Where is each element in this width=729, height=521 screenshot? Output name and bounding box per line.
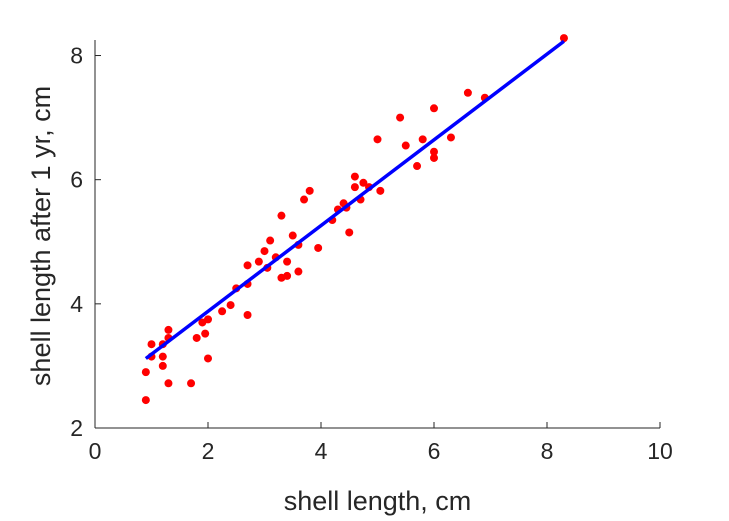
data-point <box>350 172 359 181</box>
data-point <box>158 361 167 370</box>
data-point <box>430 104 438 113</box>
y-tick-label: 2 <box>70 415 83 441</box>
data-point <box>283 257 292 266</box>
data-point <box>204 354 212 363</box>
data-point <box>314 243 323 252</box>
data-point <box>463 88 472 97</box>
data-point <box>201 329 210 338</box>
data-point <box>187 379 196 388</box>
data-point <box>396 113 405 122</box>
data-point <box>141 396 150 405</box>
y-tick-label: 4 <box>70 291 83 317</box>
data-point <box>141 368 150 377</box>
data-point <box>418 135 427 144</box>
data-point <box>446 133 455 142</box>
data-point <box>218 307 227 316</box>
data-point <box>305 186 314 195</box>
y-tick-label: 8 <box>70 43 83 69</box>
y-tick-label: 6 <box>70 167 83 193</box>
data-point <box>345 228 354 237</box>
data-point <box>430 147 438 156</box>
x-tick-label: 8 <box>541 438 554 464</box>
x-ticks: 0 2 4 6 8 10 <box>89 422 673 464</box>
data-point <box>192 333 201 342</box>
x-tick-label: 2 <box>202 438 215 464</box>
data-point <box>158 352 167 361</box>
data-point <box>266 236 275 245</box>
data-point <box>204 315 212 324</box>
data-point <box>164 325 173 334</box>
x-tick-label: 10 <box>647 438 673 464</box>
y-ticks: 2 4 6 8 <box>70 43 101 441</box>
data-point <box>376 186 385 195</box>
x-tick-label: 4 <box>315 438 328 464</box>
data-point <box>350 183 359 192</box>
data-point <box>300 195 309 204</box>
data-point <box>164 379 173 388</box>
plot-area <box>141 34 568 405</box>
x-axis-label: shell length, cm <box>284 486 472 516</box>
data-point <box>559 34 568 43</box>
data-point <box>359 178 368 187</box>
data-point <box>373 135 382 144</box>
x-tick-label: 0 <box>89 438 102 464</box>
data-point <box>147 340 156 349</box>
y-axis-label: shell length after 1 yr, cm <box>26 86 56 386</box>
data-point <box>260 247 269 256</box>
fit-line <box>144 39 566 360</box>
data-point <box>277 211 286 220</box>
data-point <box>294 267 303 276</box>
data-point <box>430 153 438 162</box>
data-point <box>226 301 235 310</box>
data-point <box>288 231 297 240</box>
axes <box>94 40 660 429</box>
data-point <box>283 271 292 280</box>
x-tick-label: 6 <box>428 438 441 464</box>
data-point <box>254 257 263 266</box>
data-point <box>243 311 252 320</box>
data-point <box>243 261 252 270</box>
data-point <box>413 162 422 171</box>
data-point <box>401 141 410 150</box>
